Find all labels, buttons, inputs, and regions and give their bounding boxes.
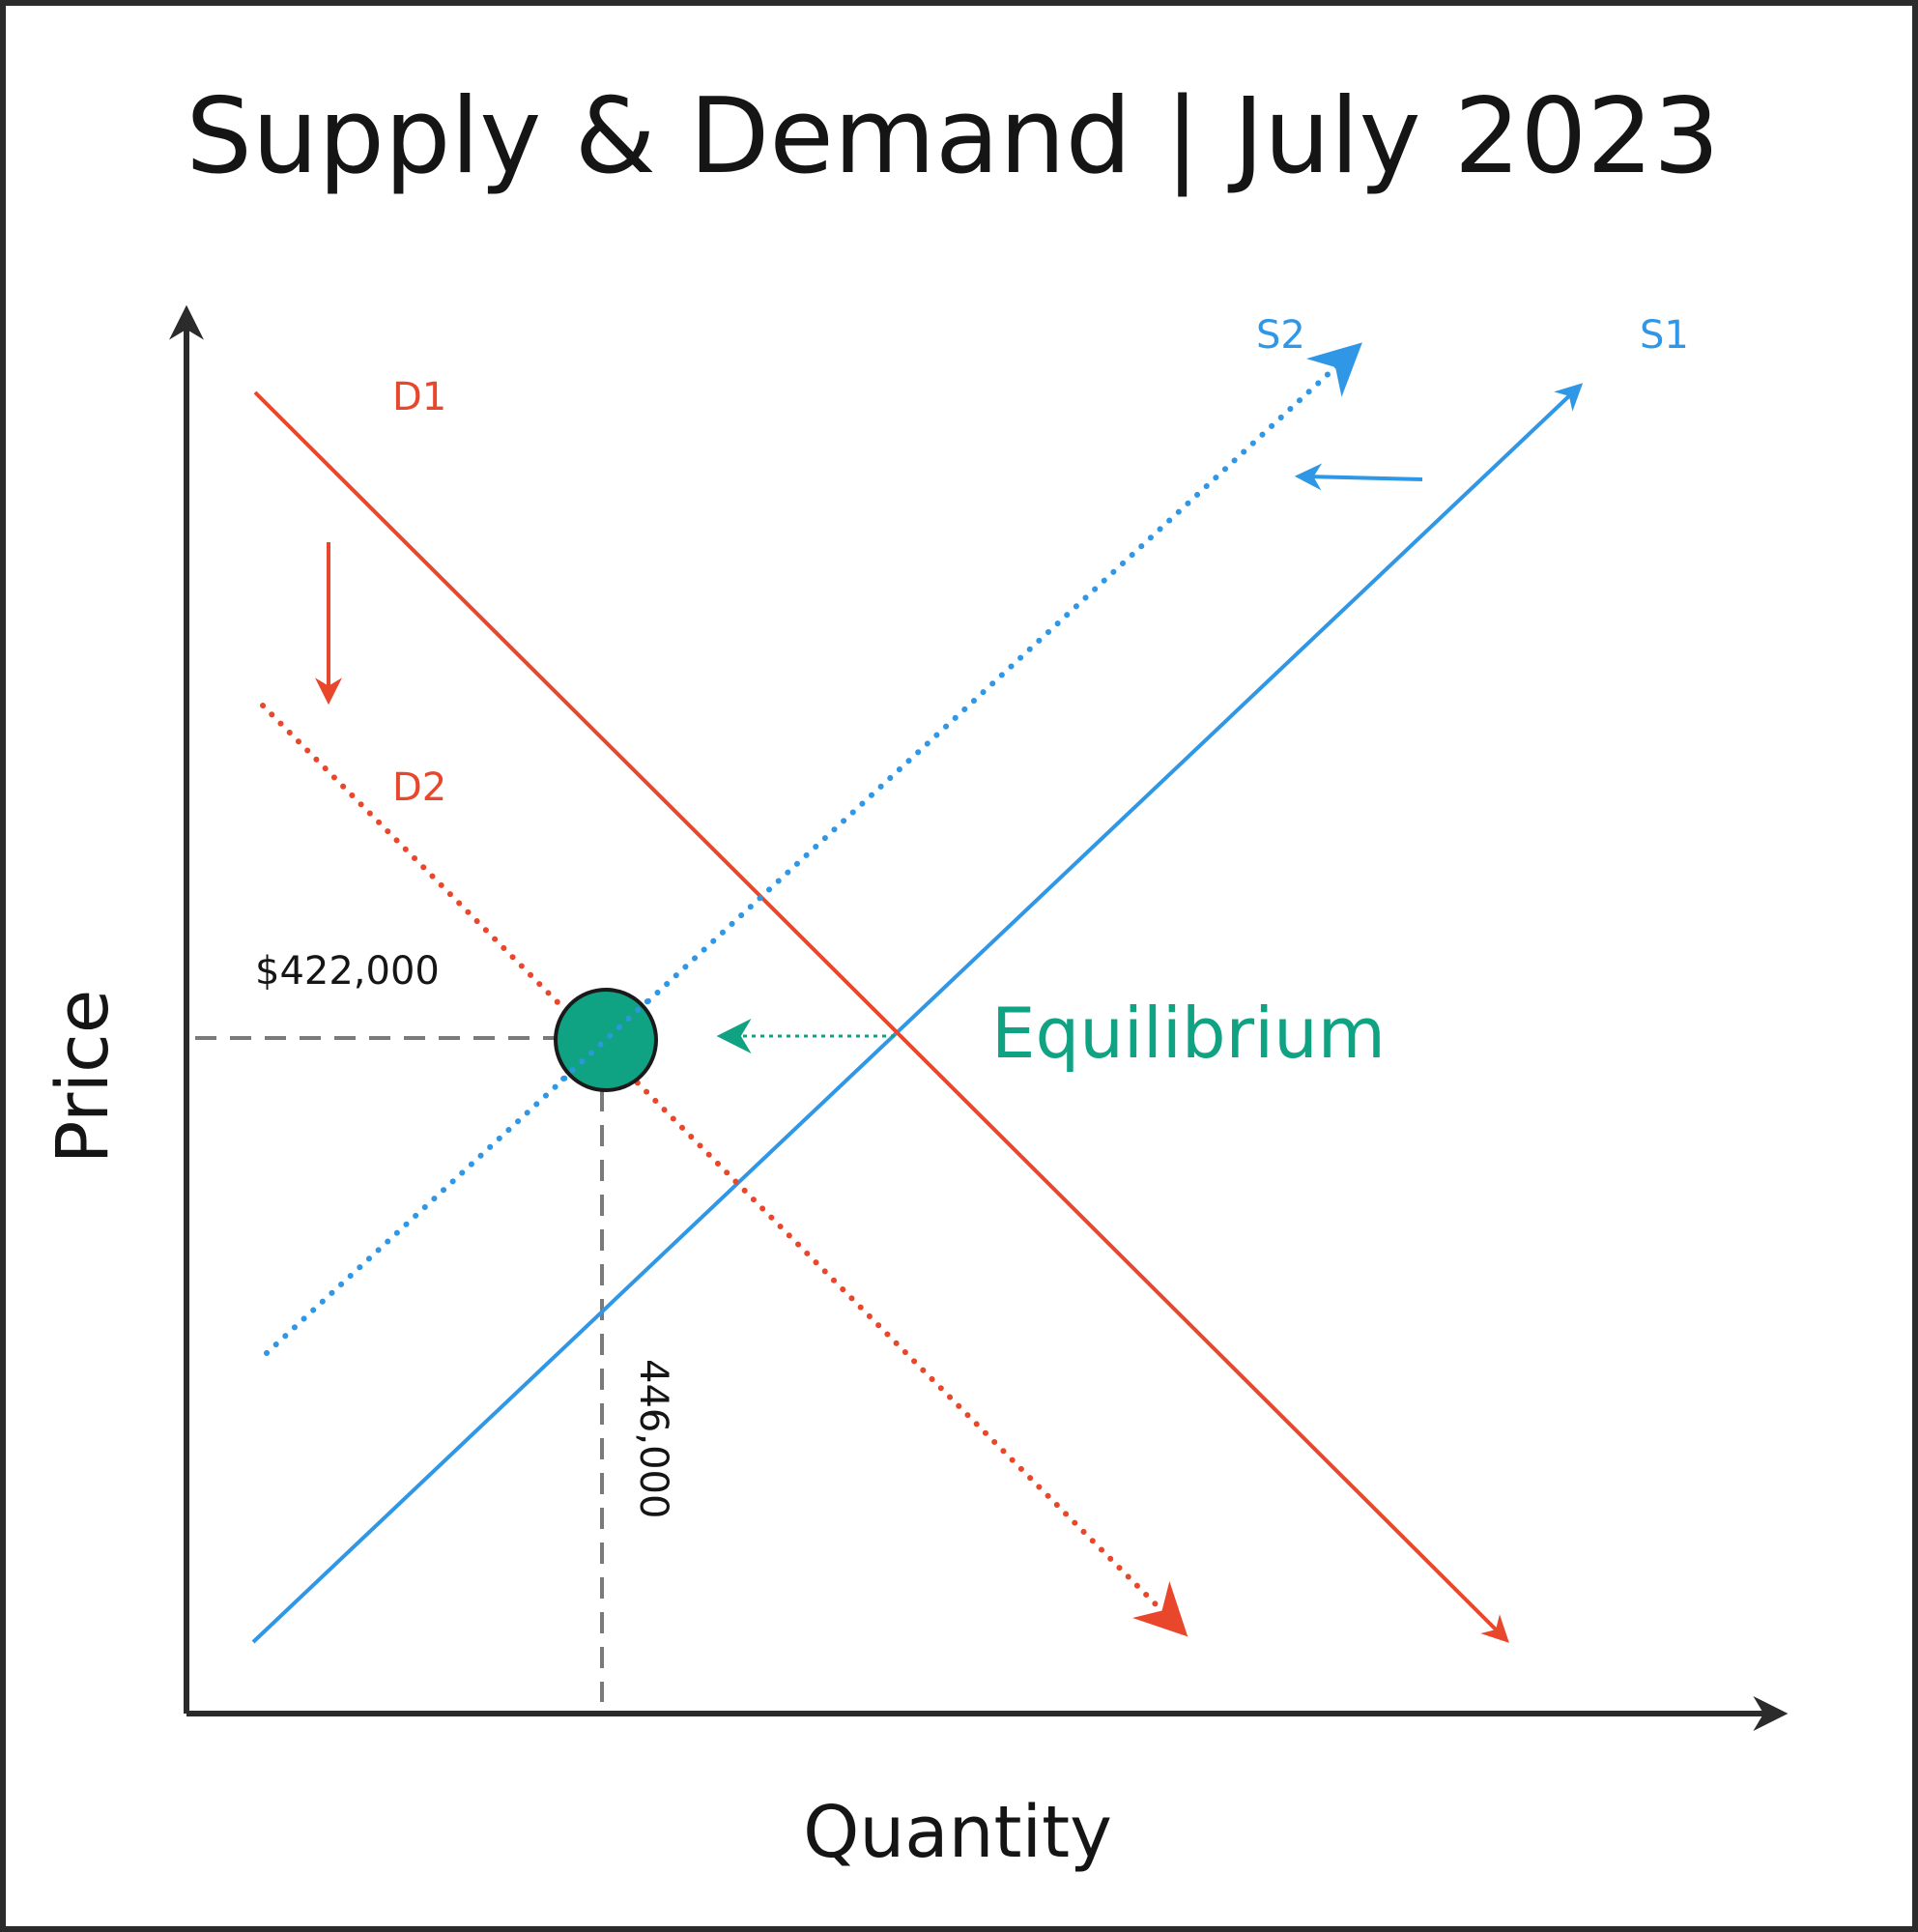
s1-curve xyxy=(251,383,1584,1644)
d2-label: D2 xyxy=(392,765,446,810)
d1-label: D1 xyxy=(392,375,446,419)
equilibrium-quantity-label: 446,000 xyxy=(631,1359,675,1518)
equilibrium-label: Equilibrium xyxy=(991,993,1386,1074)
s1-label: S1 xyxy=(1640,313,1689,358)
equilibrium-point xyxy=(554,988,658,1092)
x-axis-label: Quantity xyxy=(803,1791,1112,1874)
supply-demand-diagram: Supply & Demand | July 2023 Quantity Pri… xyxy=(42,76,1789,1874)
d1-curve xyxy=(253,390,1509,1643)
chart-title: Supply & Demand | July 2023 xyxy=(186,76,1719,197)
equilibrium-price-label: $422,000 xyxy=(255,949,440,994)
y-axis-label: Price xyxy=(42,990,125,1165)
s2-label: S2 xyxy=(1256,313,1305,358)
supply-shift-arrow xyxy=(1294,463,1423,491)
s2-curve xyxy=(264,342,1362,1356)
d2-curve xyxy=(260,703,1188,1637)
